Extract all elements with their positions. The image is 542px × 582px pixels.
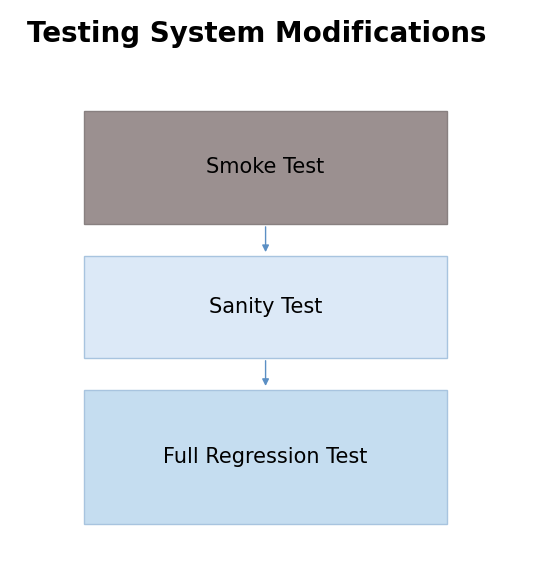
FancyBboxPatch shape (84, 111, 447, 224)
Text: Full Regression Test: Full Regression Test (163, 447, 368, 467)
Text: Sanity Test: Sanity Test (209, 297, 322, 317)
FancyBboxPatch shape (84, 256, 447, 358)
Text: Smoke Test: Smoke Test (207, 157, 325, 178)
FancyBboxPatch shape (84, 390, 447, 524)
Text: Testing System Modifications: Testing System Modifications (27, 20, 487, 48)
